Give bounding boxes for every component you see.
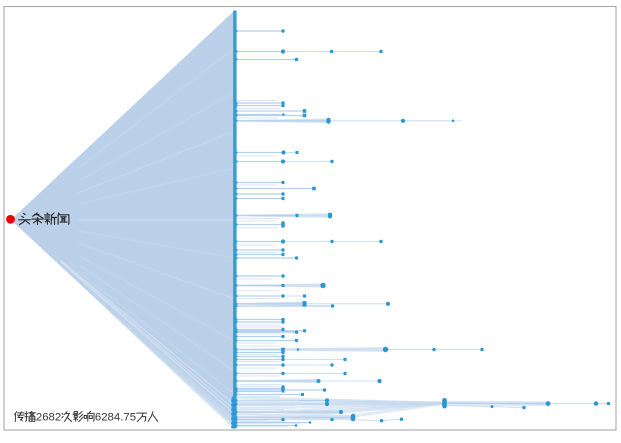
svg-text:6284.75: 6284.75 bbox=[95, 412, 136, 424]
svg-text:2682: 2682 bbox=[36, 412, 61, 424]
